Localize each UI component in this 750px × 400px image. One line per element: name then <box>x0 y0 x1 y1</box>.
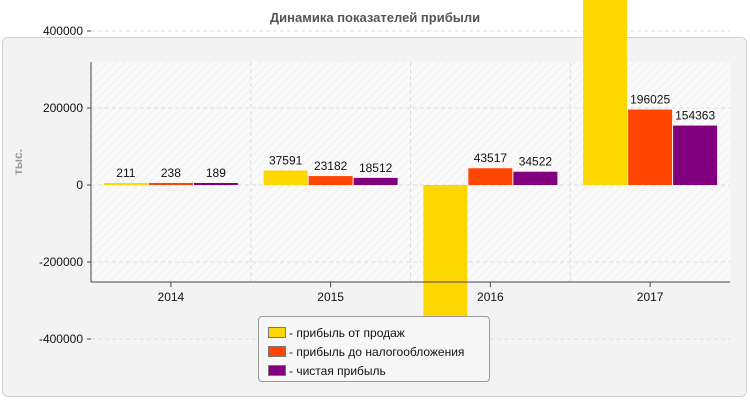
bar <box>423 185 468 331</box>
data-label: 34522 <box>519 155 553 169</box>
bar <box>583 0 628 185</box>
y-tick-label: 200000 <box>43 101 83 115</box>
y-tick-label: -400000 <box>39 332 83 346</box>
bar <box>513 171 558 185</box>
data-label: 238 <box>161 166 181 180</box>
bar <box>193 183 238 185</box>
y-tick-label: 400000 <box>43 24 83 38</box>
bar <box>308 176 353 185</box>
legend-swatch-pretax-profit <box>268 346 286 357</box>
x-tick-label: 2017 <box>637 290 664 304</box>
bar <box>148 183 193 185</box>
data-labels: 211238189375912318218512-377851435173452… <box>116 93 715 345</box>
bars <box>103 0 718 331</box>
bar <box>628 109 673 185</box>
data-label: 43517 <box>474 151 508 165</box>
data-label: 196025 <box>630 93 670 107</box>
legend-item-net-profit: - чистая прибыль <box>259 362 489 381</box>
legend-swatch-net-profit <box>268 365 286 376</box>
y-tick-label: 0 <box>76 178 83 192</box>
legend: - прибыль от продаж - прибыль до налогоо… <box>258 316 490 382</box>
bar <box>263 170 308 185</box>
x-tick-label: 2015 <box>317 290 344 304</box>
data-label: 18512 <box>359 161 393 175</box>
data-label: 37591 <box>269 154 303 168</box>
legend-prefix: - <box>289 364 297 378</box>
legend-swatch-sales-profit <box>268 327 286 338</box>
x-tick-label: 2016 <box>477 290 504 304</box>
legend-label: прибыль от продаж <box>296 326 405 340</box>
bar <box>103 183 148 185</box>
legend-label: чистая прибыль <box>296 364 386 378</box>
data-label: 23182 <box>314 159 348 173</box>
chart-title: Динамика показателей прибыли <box>269 10 481 25</box>
y-tick-label: -200000 <box>39 255 83 269</box>
bar <box>353 177 398 185</box>
data-label: 211 <box>116 166 135 180</box>
x-tick-label: 2014 <box>158 290 185 304</box>
bar <box>673 125 718 185</box>
legend-item-pretax-profit: - прибыль до налогообложения <box>259 343 489 362</box>
legend-prefix: - <box>289 345 297 359</box>
legend-prefix: - <box>289 326 297 340</box>
bar <box>468 168 513 185</box>
axes: 6000004000002000000-200000-4000002014201… <box>39 24 730 346</box>
data-label: 154363 <box>675 109 715 123</box>
y-axis-title: тыс. <box>11 149 25 175</box>
legend-item-sales-profit: - прибыль от продаж <box>259 324 489 343</box>
legend-label: прибыль до налогообложения <box>296 345 465 359</box>
data-label: 189 <box>206 166 226 180</box>
